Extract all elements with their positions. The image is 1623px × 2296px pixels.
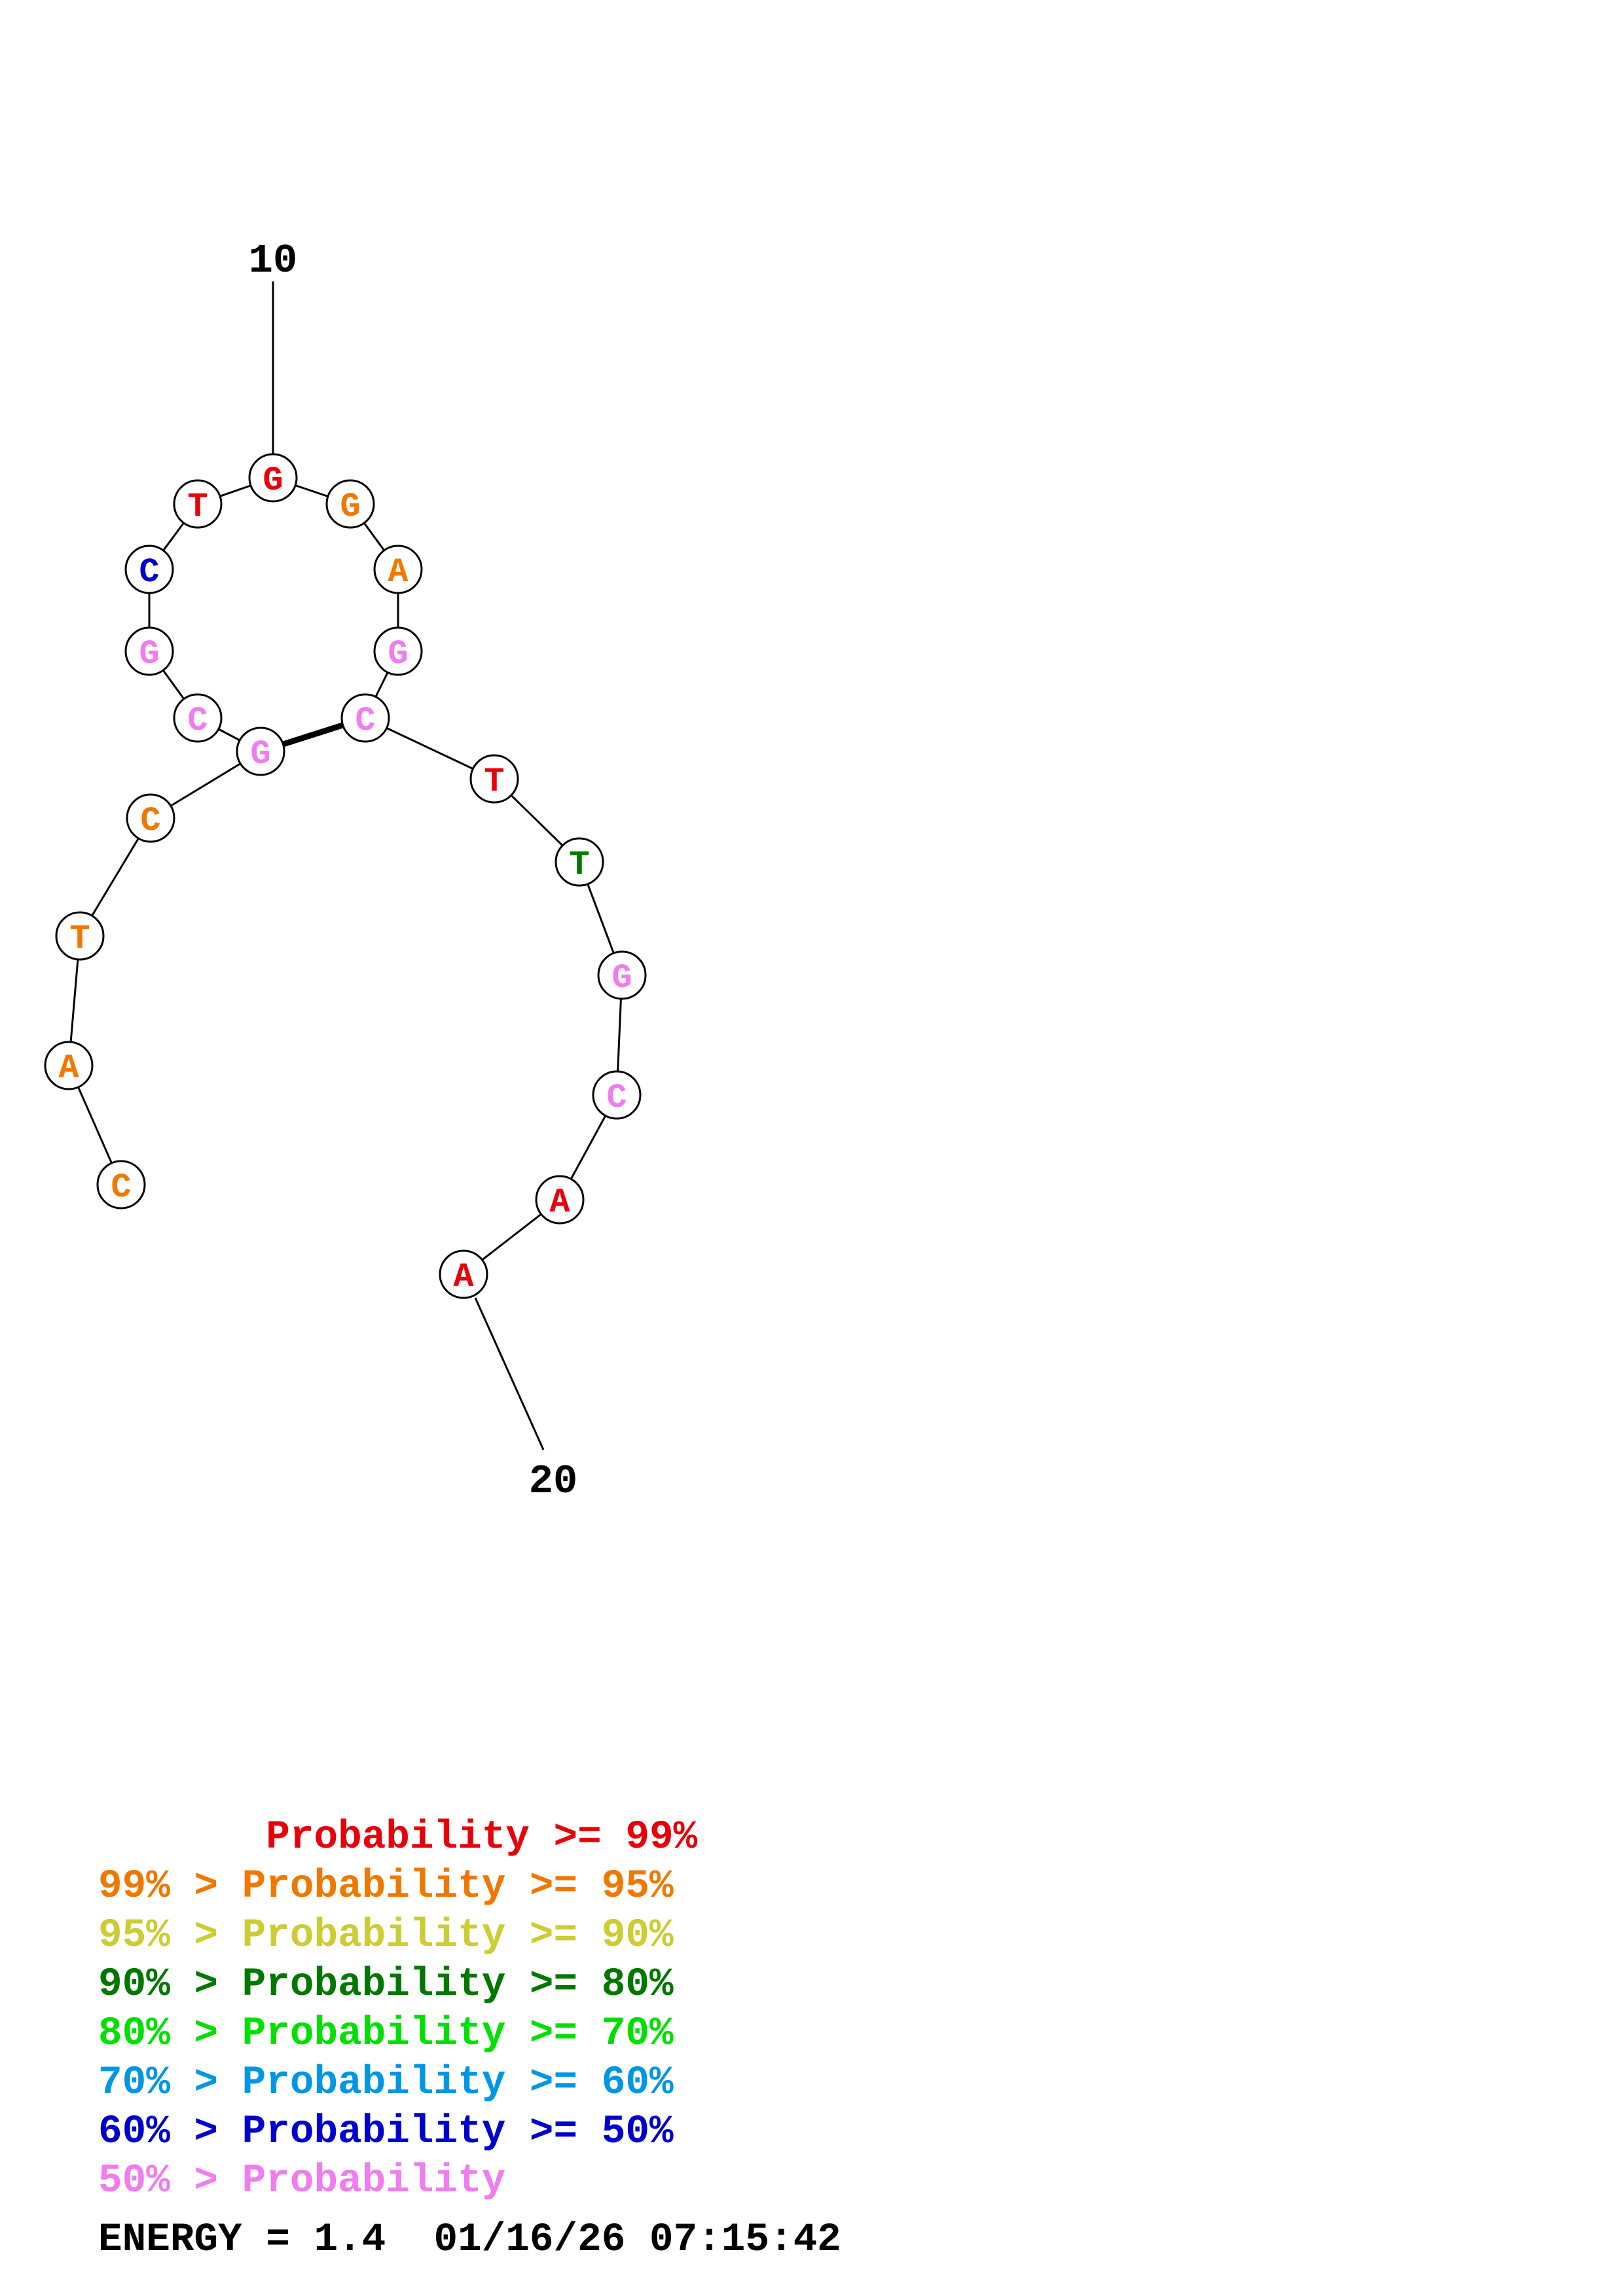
nucleotide-letter: G — [340, 488, 360, 526]
legend-prefix: 50% > — [98, 2159, 242, 2204]
nucleotide-circle — [373, 626, 423, 676]
nucleotide-letter: T — [569, 846, 589, 884]
legend-text: Probability >= 80% — [242, 1962, 674, 2007]
nucleotide: G — [325, 479, 375, 529]
nucleotide-letter: A — [58, 1049, 79, 1088]
nucleotide: G — [236, 726, 285, 776]
nucleotide: G — [373, 626, 423, 676]
nucleotide-letter: C — [355, 702, 375, 740]
nucleotide: A — [535, 1175, 585, 1225]
nucleotide: A — [439, 1249, 488, 1299]
nucleotide-circle — [555, 837, 604, 887]
nucleotide: T — [173, 479, 223, 529]
nucleotide-letter: C — [140, 802, 160, 840]
nucleotide: T — [55, 911, 105, 961]
legend-row: 99% > Probability >= 95% — [98, 1862, 697, 1911]
nucleotide-letter: A — [453, 1258, 474, 1297]
nucleotide: C — [340, 693, 390, 743]
nucleotide: C — [96, 1160, 146, 1210]
nucleotide-circle — [124, 626, 174, 676]
legend-row: 95% > Probability >= 90% — [98, 1911, 697, 1960]
nucleotide-letter: C — [606, 1079, 627, 1117]
nucleotide-circle — [44, 1041, 94, 1090]
nucleotide-letter: C — [187, 702, 208, 740]
nucleotide: G — [124, 626, 174, 676]
nucleotide-circle — [55, 911, 105, 961]
nucleotide-letter: T — [69, 920, 90, 958]
nucleotide-letter: G — [139, 635, 159, 673]
nucleotide: G — [248, 453, 298, 503]
backbone-layer — [67, 476, 623, 1276]
nucleotide-letter: A — [388, 553, 409, 592]
nucleotide-letter: T — [484, 762, 504, 801]
tick-layer: 10 20 — [249, 238, 577, 1505]
legend-text: Probability >= 99% — [266, 1815, 698, 1860]
energy-footer: ENERGY = 1.4 01/16/26 07:15:42 — [98, 2217, 841, 2263]
nucleotide-letter: G — [611, 959, 632, 997]
legend-row: 70% > Probability >= 60% — [98, 2058, 697, 2108]
nucleotide: G — [597, 950, 647, 1000]
legend-text: Probability >= 50% — [242, 2109, 674, 2155]
nucleotide: C — [124, 545, 174, 594]
probability-legend: Probability >= 99% 99% > Probability >= 9… — [98, 1813, 697, 2206]
nucleotide-circle — [248, 453, 298, 503]
legend-text: Probability — [242, 2159, 506, 2204]
legend-row: 90% > Probability >= 80% — [98, 1960, 697, 2009]
nucleotide-letter: C — [139, 553, 159, 592]
legend-prefix: 60% > — [98, 2109, 242, 2155]
legend-row: 60% > Probability >= 50% — [98, 2108, 697, 2157]
nucleotide-letter: T — [187, 488, 208, 526]
nucleotide-letter: G — [263, 461, 283, 500]
nucleotide-circle — [325, 479, 375, 529]
nucleotide-circle — [373, 545, 423, 594]
position-tick-line — [474, 1297, 545, 1450]
nucleotide-letter: C — [111, 1168, 131, 1207]
legend-text: Probability >= 70% — [242, 2011, 674, 2056]
legend-prefix — [98, 1815, 266, 1860]
nucleotide: C — [592, 1070, 642, 1120]
legend-prefix: 95% > — [98, 1913, 242, 1958]
nucleotide-letter: A — [549, 1183, 570, 1222]
nucleotide-circle — [592, 1070, 642, 1120]
legend-row: Probability >= 99% — [98, 1813, 697, 1862]
nucleotide: A — [44, 1041, 94, 1090]
nucleotide-circle — [236, 726, 285, 776]
nucleotide: T — [469, 754, 519, 804]
legend-text: Probability >= 95% — [242, 1864, 674, 1909]
legend-prefix: 80% > — [98, 2011, 242, 2056]
legend-text: Probability >= 90% — [242, 1913, 674, 1958]
position-tick-label: 20 — [529, 1458, 577, 1505]
nucleotide-circle — [469, 754, 519, 804]
position-tick-label: 10 — [249, 238, 297, 284]
legend-text: Probability >= 60% — [242, 2060, 674, 2106]
nucleotide: T — [555, 837, 604, 887]
nucleotide-circle — [126, 793, 175, 843]
nucleotide-circle — [340, 693, 390, 743]
nucleotide-circle — [597, 950, 647, 1000]
legend-row: 50% > Probability — [98, 2157, 697, 2206]
nucleotide-circle — [124, 545, 174, 594]
nucleotide-letter: G — [388, 635, 408, 673]
nucleotide: C — [173, 693, 223, 743]
nucleotide-circle — [173, 479, 223, 529]
nucleotide: C — [126, 793, 175, 843]
legend-prefix: 70% > — [98, 2060, 242, 2106]
nucleotide-letter: G — [250, 735, 270, 774]
nucleotide: A — [373, 545, 423, 594]
legend-prefix: 99% > — [98, 1864, 242, 1909]
legend-prefix: 90% > — [98, 1962, 242, 2007]
nucleotide-circle — [96, 1160, 146, 1210]
nucleotide-circle — [173, 693, 223, 743]
nucleotide-circle — [535, 1175, 585, 1225]
nucleotide-circle — [439, 1249, 488, 1299]
legend-row: 80% > Probability >= 70% — [98, 2009, 697, 2058]
